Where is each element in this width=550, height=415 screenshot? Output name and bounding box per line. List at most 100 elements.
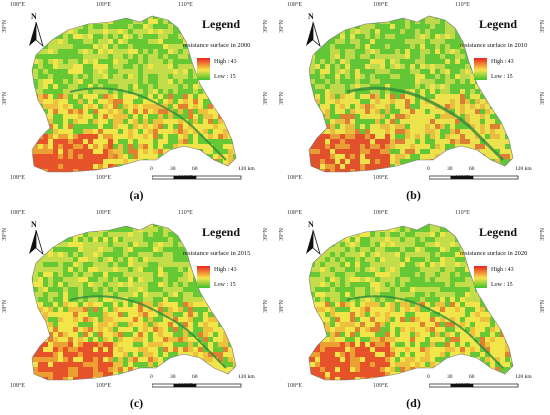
scale-tick-label: 0 bbox=[427, 166, 430, 172]
scale-bar: 0 30 60 120 km bbox=[150, 166, 270, 184]
scale-tick-label: 60 bbox=[469, 166, 475, 172]
north-arrow-icon bbox=[29, 230, 44, 256]
lat-label: 38°N bbox=[540, 92, 546, 105]
legend-gradient bbox=[197, 58, 210, 80]
map-panel-d: 108°E 109°E 110°E 108°E 109°E 110°E 39°N… bbox=[277, 208, 550, 415]
legend-low-label: Low : 15 bbox=[214, 282, 236, 288]
lon-label: 108°E bbox=[287, 383, 303, 389]
scale-tick-label: 30 bbox=[447, 374, 453, 380]
lat-label: 38°N bbox=[2, 92, 8, 105]
legend-subtitle: resistance surface in 2010 bbox=[460, 42, 528, 49]
scale-bar-graphic bbox=[429, 175, 519, 180]
resistance-map bbox=[308, 223, 514, 381]
lat-label: 39°N bbox=[279, 228, 285, 241]
lon-label: 110°E bbox=[455, 2, 470, 8]
lon-label: 109°E bbox=[96, 383, 112, 389]
scale-bar-graphic bbox=[429, 383, 519, 388]
lon-label: 109°E bbox=[373, 210, 389, 216]
lat-label: 38°N bbox=[279, 92, 285, 105]
legend-title: Legend bbox=[202, 225, 241, 239]
north-arrow-icon bbox=[29, 22, 44, 48]
lat-label: 38°N bbox=[540, 300, 546, 313]
lon-label: 109°E bbox=[96, 210, 112, 216]
legend-subtitle: resistance surface in 2000 bbox=[183, 42, 251, 49]
legend-subtitle: resistance surface in 2015 bbox=[183, 250, 251, 257]
scale-tick-label: 120 km bbox=[515, 166, 532, 172]
legend-high-label: High : 43 bbox=[214, 59, 237, 65]
lon-label: 110°E bbox=[178, 2, 193, 8]
lon-label: 108°E bbox=[10, 210, 26, 216]
legend-low-label: Low : 15 bbox=[491, 282, 513, 288]
scale-bar-graphic bbox=[152, 175, 242, 180]
scale-tick-label: 120 km bbox=[515, 374, 532, 380]
lat-label: 39°N bbox=[279, 20, 285, 33]
lat-label: 39°N bbox=[263, 20, 269, 33]
legend-low-label: Low : 15 bbox=[491, 74, 513, 80]
scale-tick-label: 120 km bbox=[238, 166, 255, 172]
scale-tick-label: 0 bbox=[150, 166, 153, 172]
lon-label: 108°E bbox=[10, 175, 26, 181]
lat-label: 38°N bbox=[2, 300, 8, 313]
lon-label: 109°E bbox=[96, 2, 112, 8]
resistance-map bbox=[308, 15, 514, 173]
north-label: N bbox=[31, 12, 37, 21]
scale-tick-label: 30 bbox=[170, 374, 176, 380]
panel-caption: (d) bbox=[406, 396, 421, 410]
legend-high-label: High : 43 bbox=[491, 267, 514, 273]
panel-caption: (b) bbox=[406, 188, 421, 202]
north-arrow-icon bbox=[306, 22, 321, 48]
lat-label: 39°N bbox=[2, 20, 8, 33]
map-panel-a: 108°E 109°E 110°E 108°E 109°E 110°E 39°N… bbox=[0, 0, 273, 207]
scale-tick-label: 60 bbox=[469, 374, 475, 380]
scale-tick-label: 30 bbox=[447, 166, 453, 172]
north-label: N bbox=[31, 220, 37, 229]
lon-label: 108°E bbox=[287, 2, 303, 8]
legend-title: Legend bbox=[479, 17, 518, 31]
lat-label: 38°N bbox=[279, 300, 285, 313]
scale-tick-label: 30 bbox=[170, 166, 176, 172]
lon-label: 108°E bbox=[287, 210, 303, 216]
panel-caption: (a) bbox=[129, 188, 144, 202]
north-label: N bbox=[308, 220, 314, 229]
lat-label: 39°N bbox=[540, 228, 546, 241]
lon-label: 109°E bbox=[373, 383, 389, 389]
legend-title: Legend bbox=[202, 17, 241, 31]
scale-tick-label: 60 bbox=[192, 374, 198, 380]
map-panel-b: 108°E 109°E 110°E 108°E 109°E 110°E 39°N… bbox=[277, 0, 550, 207]
legend-high-label: High : 43 bbox=[214, 267, 237, 273]
legend-gradient bbox=[197, 266, 210, 288]
scale-tick-label: 120 km bbox=[238, 374, 255, 380]
lat-label: 38°N bbox=[263, 92, 269, 105]
legend-gradient bbox=[474, 58, 487, 80]
lat-label: 39°N bbox=[263, 228, 269, 241]
lon-label: 110°E bbox=[455, 210, 470, 216]
legend-low-label: Low : 15 bbox=[214, 74, 236, 80]
lon-label: 110°E bbox=[178, 210, 193, 216]
north-label: N bbox=[308, 12, 314, 21]
resistance-map bbox=[31, 15, 237, 173]
panel-caption: (c) bbox=[129, 396, 144, 410]
legend-high-label: High : 43 bbox=[491, 59, 514, 65]
scale-bar: 0 30 60 120 km bbox=[150, 374, 270, 392]
legend-subtitle: resistance surface in 2020 bbox=[460, 250, 528, 257]
lon-label: 108°E bbox=[10, 383, 26, 389]
lat-label: 38°N bbox=[263, 300, 269, 313]
lat-label: 39°N bbox=[540, 20, 546, 33]
lat-label: 39°N bbox=[2, 228, 8, 241]
lon-label: 109°E bbox=[96, 175, 112, 181]
lon-label: 109°E bbox=[373, 2, 389, 8]
resistance-map bbox=[31, 223, 237, 381]
lon-label: 109°E bbox=[373, 175, 389, 181]
north-arrow-icon bbox=[306, 230, 321, 256]
lon-label: 108°E bbox=[287, 175, 303, 181]
legend-gradient bbox=[474, 266, 487, 288]
scale-tick-label: 0 bbox=[427, 374, 430, 380]
scale-bar: 0 30 60 120 km bbox=[427, 374, 547, 392]
scale-tick-label: 60 bbox=[192, 166, 198, 172]
scale-tick-label: 0 bbox=[150, 374, 153, 380]
scale-bar: 0 30 60 120 km bbox=[427, 166, 547, 184]
legend-title: Legend bbox=[479, 225, 518, 239]
map-panel-c: 108°E 109°E 110°E 108°E 109°E 110°E 39°N… bbox=[0, 208, 273, 415]
scale-bar-graphic bbox=[152, 383, 242, 388]
